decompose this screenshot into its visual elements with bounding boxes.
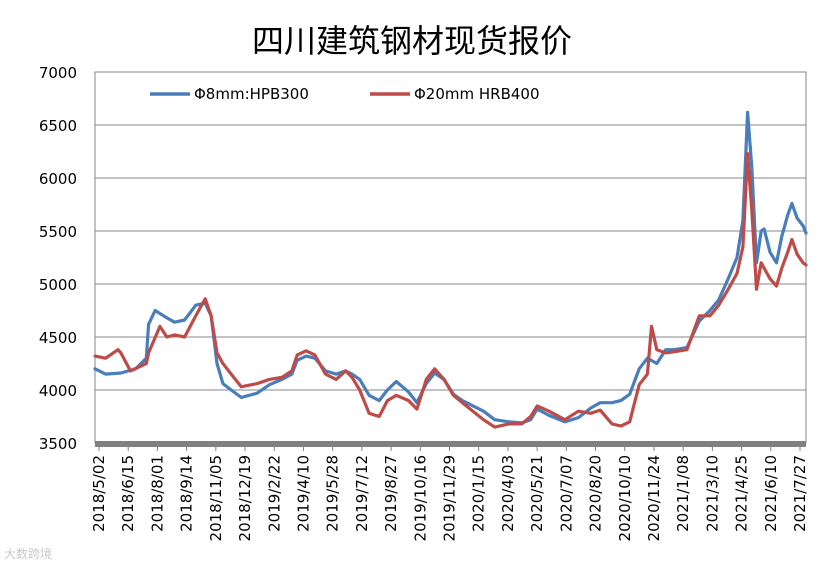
x-tick-label: 2021/6/10: [762, 455, 780, 532]
axis-layer: 3500 4000 4500 5000 5500 6000 6500 7000 2018/5/0…: [39, 64, 809, 541]
x-tick-label: 2020/7/07: [557, 455, 575, 532]
series-layer: [93, 110, 808, 429]
y-tick-label: 6500: [39, 117, 77, 135]
y-tick-label: 6000: [39, 170, 77, 188]
y-tick-label: 4500: [39, 329, 77, 347]
legend-label-0: Φ8mm:HPB300: [194, 85, 309, 103]
x-tick-label: 2018/6/15: [119, 455, 137, 532]
x-axis-line: [95, 441, 806, 447]
x-tick-label: 2019/7/12: [353, 455, 371, 532]
chart-title: 四川建筑钢材现货报价: [252, 22, 572, 60]
x-tick-label: 2019/8/27: [382, 455, 400, 532]
x-tick-label: 2021/7/27: [791, 455, 809, 532]
x-tick-label: 2018/5/02: [90, 455, 108, 532]
x-tick-label: 2018/12/19: [236, 455, 254, 541]
legend-label-1: Φ20mm HRB400: [414, 85, 540, 103]
x-tick-label: 2019/11/29: [441, 455, 459, 541]
y-tick-label: 5000: [39, 276, 77, 294]
series-line-0: [93, 110, 808, 425]
legend: Φ8mm:HPB300 Φ20mm HRB400: [150, 85, 540, 103]
series-line-1: [93, 152, 808, 429]
x-tick-label: 2019/2/22: [265, 455, 283, 532]
y-tick-label: 4000: [39, 382, 77, 400]
x-tick-label: 2018/11/05: [207, 455, 225, 541]
x-tick-label: 2019/5/28: [324, 455, 342, 532]
x-tick-label: 2019/4/10: [294, 455, 312, 532]
x-tick-label: 2021/4/25: [733, 455, 751, 532]
x-tick-label: 2020/1/15: [470, 455, 488, 532]
x-tick-label: 2020/8/20: [587, 455, 605, 532]
x-tick-label: 2018/8/01: [148, 455, 166, 532]
x-tick-label: 2018/9/14: [178, 455, 196, 532]
x-tick-label: 2020/11/24: [645, 455, 663, 541]
x-tick-label: 2020/5/21: [528, 455, 546, 532]
y-tick-label: 5500: [39, 223, 77, 241]
x-tick-label: 2021/3/10: [703, 455, 721, 532]
x-tick-label: 2020/4/03: [499, 455, 517, 532]
x-tick-label: 2019/10/16: [411, 455, 429, 541]
watermark-text: 大数跨境: [4, 547, 53, 561]
y-tick-label: 7000: [39, 64, 77, 82]
y-tick-label: 3500: [39, 435, 77, 453]
x-tick-label: 2020/10/10: [616, 455, 634, 541]
x-tick-label: 2021/1/08: [674, 455, 692, 532]
